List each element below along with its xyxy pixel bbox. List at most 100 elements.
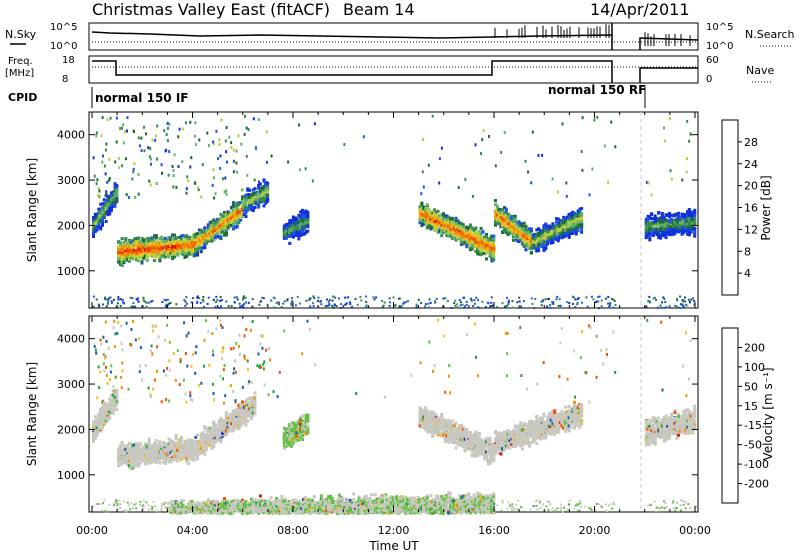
data-cell (192, 249, 196, 253)
data-cell (438, 157, 441, 161)
data-cell (254, 146, 257, 150)
data-cell (483, 240, 487, 244)
data-cell (681, 178, 684, 182)
data-cell (486, 301, 489, 304)
data-cell (528, 244, 532, 247)
data-cell (109, 207, 113, 211)
data-cell (258, 182, 262, 186)
data-cell (510, 224, 514, 228)
data-cell (215, 224, 219, 228)
data-cell (300, 215, 304, 218)
colorbar-tick-label: 16 (744, 202, 758, 215)
data-cell (454, 225, 458, 229)
data-cell (219, 217, 223, 220)
data-cell (393, 304, 396, 307)
data-cell (549, 307, 552, 309)
data-cell (555, 223, 558, 227)
data-cell (660, 218, 664, 222)
data-cell (645, 305, 648, 308)
data-cell (662, 296, 665, 299)
data-cell (564, 234, 567, 238)
data-cell (580, 216, 584, 220)
data-cell (177, 135, 180, 139)
data-cell (666, 221, 670, 225)
data-cell (196, 232, 200, 236)
data-cell (220, 305, 222, 308)
data-cell (99, 419, 103, 423)
data-cell (168, 150, 171, 153)
data-cell (445, 218, 449, 222)
data-cell (117, 157, 120, 160)
data-cell (501, 223, 505, 227)
data-cell (131, 243, 135, 247)
data-cell (511, 238, 515, 242)
data-cell (461, 238, 465, 242)
data-cell (235, 203, 239, 207)
data-cell (420, 302, 423, 304)
data-cell (472, 233, 476, 237)
data-cell (517, 223, 521, 226)
data-cell (171, 233, 174, 237)
data-cell (668, 219, 672, 223)
data-cell (684, 229, 688, 233)
data-cell (440, 213, 444, 217)
data-cell (542, 247, 546, 250)
velocity-data (92, 318, 697, 515)
data-cell (108, 212, 112, 216)
data-cell (328, 299, 331, 302)
data-cell (304, 218, 308, 222)
data-cell (470, 297, 473, 300)
data-cell (219, 212, 223, 216)
data-cell (221, 298, 223, 301)
data-cell (99, 418, 103, 422)
data-cell (333, 304, 336, 306)
data-cell (194, 241, 198, 245)
data-cell (476, 243, 480, 247)
data-cell (427, 163, 430, 167)
data-cell (117, 298, 120, 301)
data-cell (203, 240, 207, 244)
data-cell (151, 254, 155, 258)
data-cell (176, 251, 180, 255)
data-cell (508, 231, 512, 235)
data-cell (503, 211, 506, 215)
data-cell (651, 233, 655, 237)
data-cell (210, 232, 214, 236)
data-cell (693, 229, 697, 233)
data-cell (598, 295, 601, 298)
data-cell (420, 202, 424, 206)
data-cell (149, 147, 152, 150)
data-cell (99, 426, 103, 430)
data-cell (510, 216, 514, 220)
data-cell (264, 184, 268, 188)
data-cell (108, 178, 110, 182)
data-cell (648, 222, 652, 226)
data-cell (306, 213, 310, 217)
data-cell (104, 199, 108, 202)
data-cell (653, 224, 657, 228)
data-cell (542, 229, 546, 233)
data-cell (600, 305, 603, 308)
data-cell (517, 232, 521, 235)
data-cell (686, 213, 689, 217)
data-cell (540, 242, 544, 246)
data-cell (418, 214, 422, 218)
data-cell (533, 244, 537, 248)
data-cell (304, 230, 308, 233)
data-cell (102, 213, 106, 217)
data-cell (167, 173, 170, 177)
data-cell (186, 302, 189, 305)
data-cell (571, 213, 575, 217)
data-cell (656, 306, 659, 309)
data-cell (598, 307, 600, 310)
data-cell (489, 305, 492, 308)
data-cell (297, 221, 301, 225)
data-cell (97, 207, 101, 211)
data-cell (99, 214, 103, 217)
data-cell (224, 229, 228, 233)
data-cell (508, 228, 512, 232)
data-cell (219, 166, 222, 170)
data-cell (117, 251, 121, 254)
data-cell (241, 211, 244, 215)
data-cell (650, 221, 654, 225)
